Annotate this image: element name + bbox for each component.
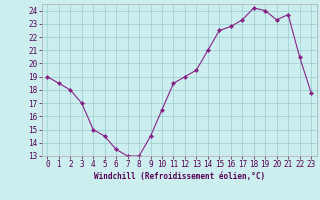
X-axis label: Windchill (Refroidissement éolien,°C): Windchill (Refroidissement éolien,°C) bbox=[94, 172, 265, 181]
